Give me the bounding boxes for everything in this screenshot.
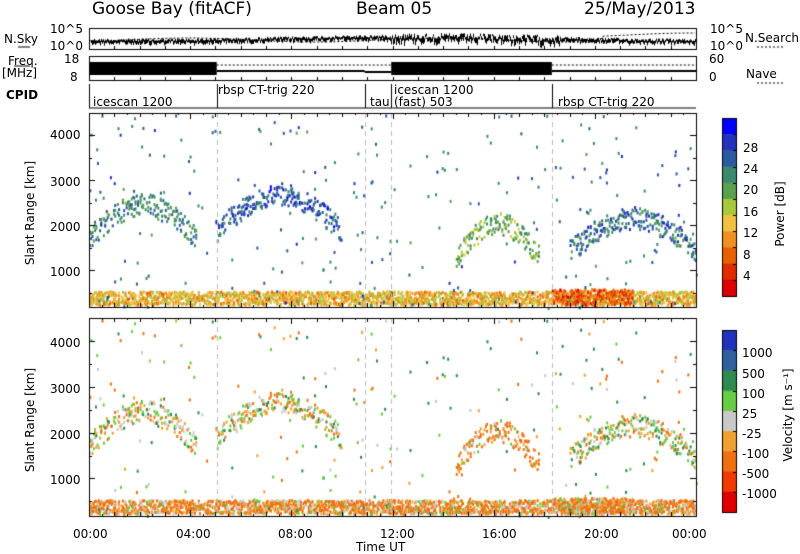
power-ytick-1000: 1000 (50, 265, 81, 279)
time-tick-24: 00:00 (672, 527, 707, 541)
vel-cbar-label: Velocity [m s⁻¹] (781, 368, 795, 462)
vel-cbar-tick-100: 100 (742, 387, 765, 401)
noise-search-tick-high: 10^5 (710, 22, 743, 36)
power-cbar-tick-28: 28 (743, 141, 759, 155)
power-cbar-label: Power [dB] (773, 181, 787, 247)
vel-cbar-tick-m25: -25 (742, 427, 762, 441)
nave-tick-low: 0 (709, 70, 717, 84)
nave-label: Nave (746, 67, 777, 81)
time-tick-4: 04:00 (176, 527, 211, 541)
vel-ytick-1000: 1000 (50, 473, 81, 487)
vel-ytick-2000: 2000 (50, 428, 81, 442)
cpid-label: CPID (6, 88, 39, 102)
noise-sky-tick-high: 10^5 (50, 22, 83, 36)
freq-tick-low: 8 (70, 70, 78, 84)
time-tick-12: 12:00 (380, 527, 415, 541)
vel-ytick-4000: 4000 (50, 336, 81, 350)
freq-tick-high: 18 (64, 52, 80, 66)
date-title: 25/May/2013 (584, 0, 696, 19)
power-cbar-tick-20: 20 (743, 183, 759, 197)
cpid-segment-1: icescan 1200 (93, 95, 173, 109)
power-ylabel: Slant Range [km] (23, 160, 37, 266)
power-ytick-3000: 3000 (50, 175, 81, 189)
noise-sky-label: N.Sky (4, 32, 39, 46)
noise-search-label: N.Search (745, 31, 800, 45)
time-tick-8: 08:00 (278, 527, 313, 541)
cpid-segment-2: rbsp CT-trig 220 (218, 83, 315, 97)
time-tick-16: 16:00 (482, 527, 517, 541)
vel-cbar-tick-1000: 1000 (742, 346, 773, 360)
vel-cbar-tick-25: 25 (742, 407, 758, 421)
power-cbar-tick-8: 8 (743, 248, 751, 262)
cpid-segment-3: tau (370, 95, 390, 109)
cpid-segment-5: rbsp CT-trig 220 (558, 95, 655, 109)
vel-ylabel: Slant Range [km] (23, 367, 37, 473)
cpid-segment-4: icescan 1200 (394, 83, 474, 97)
station-title: Goose Bay (fitACF) (92, 0, 252, 19)
vel-cbar-tick-500: 500 (742, 367, 765, 381)
cpid-segment-4b: (fast) 503 (394, 95, 453, 109)
vel-cbar-tick-m500: -500 (742, 467, 770, 481)
time-tick-0: 00:00 (73, 527, 108, 541)
power-cbar-tick-12: 12 (743, 226, 759, 240)
power-ytick-4000: 4000 (50, 128, 81, 142)
vel-cbar-tick-m1000: -1000 (742, 487, 777, 501)
power-cbar-tick-4: 4 (743, 269, 751, 283)
power-cbar-tick-16: 16 (743, 205, 759, 219)
vel-cbar-tick-m100: -100 (742, 447, 770, 461)
time-tick-20: 20:00 (584, 527, 619, 541)
nave-tick-high: 60 (709, 52, 725, 66)
power-ytick-2000: 2000 (50, 220, 81, 234)
noise-sky-tick-low: 10^0 (50, 39, 83, 53)
beam-title: Beam 05 (356, 0, 433, 19)
freq-label: Freq. (8, 54, 38, 68)
power-cbar-tick-24: 24 (743, 162, 759, 176)
freq-unit: [MHz] (2, 66, 38, 80)
time-axis-label: Time UT (356, 540, 406, 554)
vel-ytick-3000: 3000 (50, 382, 81, 396)
noise-search-tick-low: 10^0 (710, 39, 743, 53)
